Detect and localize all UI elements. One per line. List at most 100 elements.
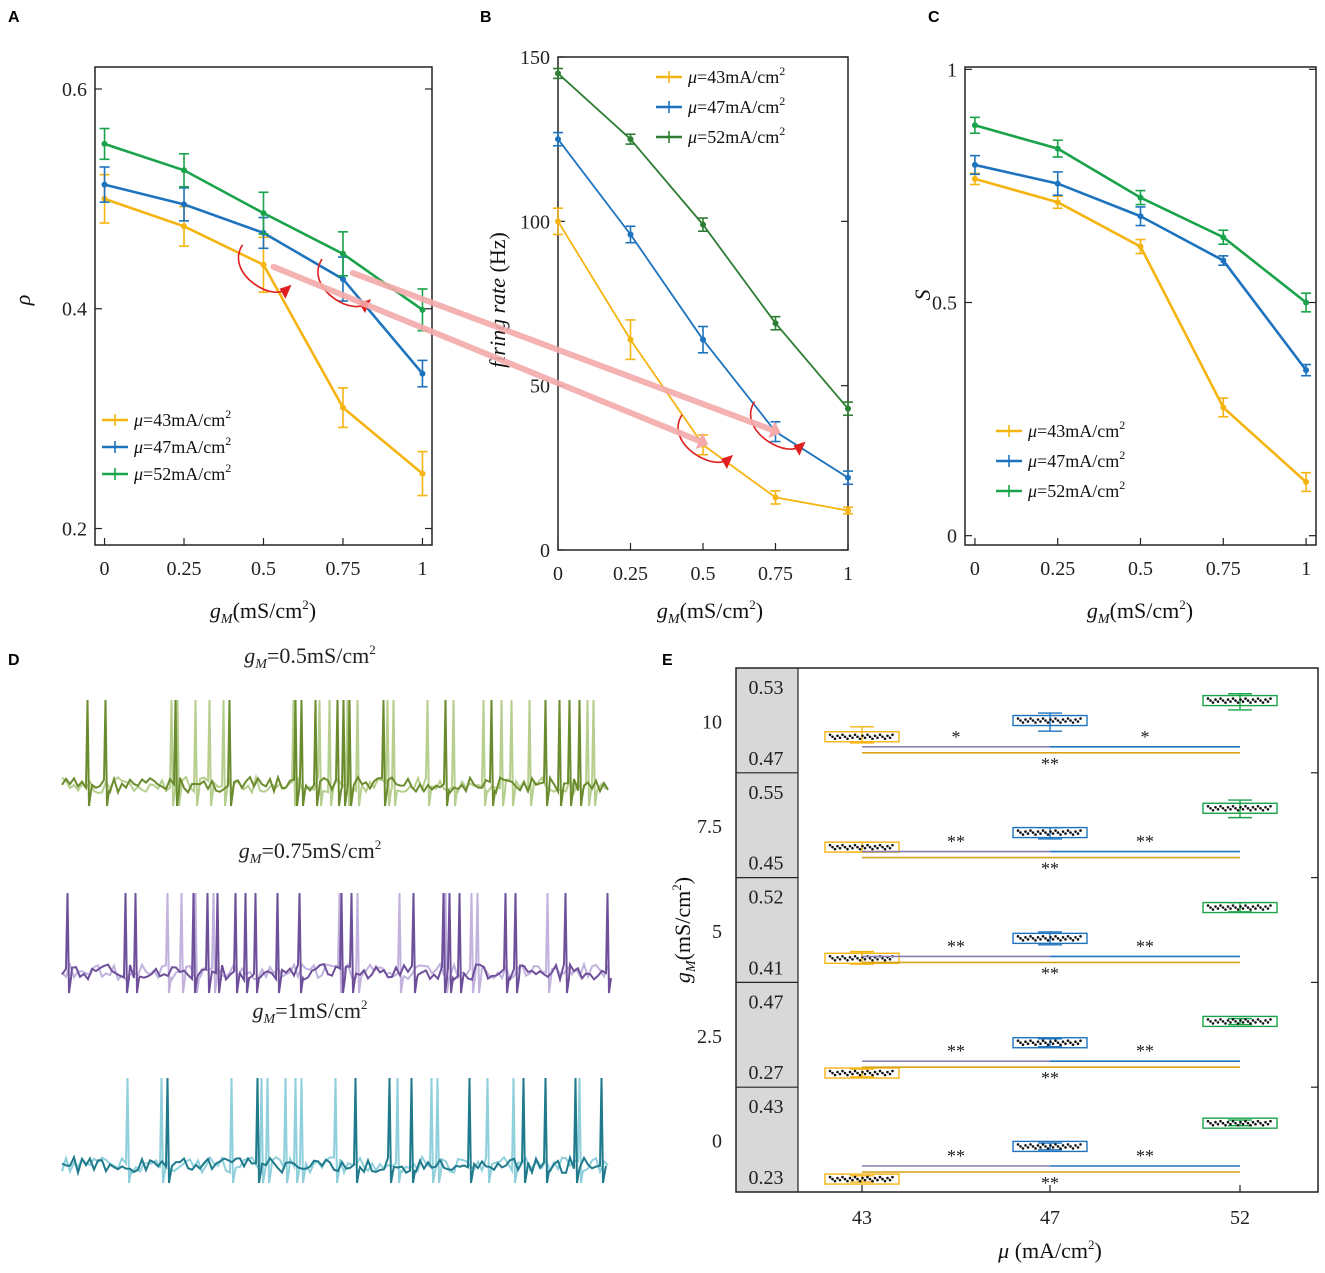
data-point bbox=[772, 494, 779, 501]
data-point bbox=[700, 336, 706, 343]
data-point bbox=[181, 167, 188, 174]
panel-label-b: B bbox=[480, 9, 492, 26]
connector-arrow-2 bbox=[349, 270, 775, 433]
x-tick-label: 0.75 bbox=[325, 558, 360, 580]
box-plot bbox=[1202, 1117, 1278, 1129]
range-strip bbox=[736, 668, 798, 1192]
box-plot bbox=[1202, 1015, 1278, 1028]
sig-stars-43-47: ** bbox=[947, 832, 965, 852]
x-tick-label: 1 bbox=[417, 558, 427, 580]
legend-label-1: μ=47mA/cm2 bbox=[133, 434, 231, 457]
legend-label-1: μ=47mA/cm2 bbox=[687, 94, 785, 117]
significance-brackets bbox=[862, 955, 1240, 964]
y-axis-title: firing rate (Hz) bbox=[485, 232, 510, 368]
series-line-1 bbox=[557, 138, 849, 479]
x-axis-title: μ (mA/cm2) bbox=[997, 1237, 1102, 1263]
series-line-2 bbox=[557, 72, 849, 410]
y-axis-title: ρ bbox=[10, 295, 35, 307]
y-tick-label: 0 bbox=[947, 526, 957, 548]
y-tick-label: 50 bbox=[530, 376, 550, 398]
x-tick-label: 0.75 bbox=[1206, 558, 1241, 580]
data-point bbox=[971, 161, 978, 168]
y-tick-label: 0 bbox=[540, 540, 550, 562]
data-point bbox=[1137, 243, 1144, 250]
data-point bbox=[555, 70, 561, 77]
trace-1-dark bbox=[61, 892, 612, 994]
panel-label-e: E bbox=[662, 652, 673, 669]
connector-arrow-1-head bbox=[695, 432, 709, 450]
trace-title-2: gM=1mS/cm2 bbox=[253, 997, 368, 1027]
data-point bbox=[555, 218, 561, 225]
box-plot bbox=[1012, 1037, 1088, 1049]
sig-stars-43-52: ** bbox=[1041, 1068, 1059, 1088]
data-point bbox=[419, 370, 426, 377]
range-top-label: 0.43 bbox=[749, 1096, 784, 1118]
box-plot bbox=[824, 1067, 900, 1079]
sig-stars-43-47: ** bbox=[947, 1146, 965, 1166]
sig-stars-43-47: ** bbox=[947, 1041, 965, 1061]
panel-d-voltage-traces: gM=0.5mS/cm2 gM=0.75mS/cm2 gM=1mS/cm2 bbox=[61, 642, 612, 1184]
box-plot bbox=[824, 841, 900, 853]
data-point bbox=[1303, 367, 1310, 374]
sig-stars-47-52: ** bbox=[1136, 832, 1154, 852]
x-tick-label: 0.75 bbox=[758, 563, 793, 585]
data-point bbox=[419, 470, 426, 477]
y-tick-label: 0.5 bbox=[932, 293, 957, 315]
legend-label-1: μ=47mA/cm2 bbox=[1027, 448, 1125, 471]
sig-stars-47-52: ** bbox=[1136, 1146, 1154, 1166]
x-tick-label: 0.25 bbox=[613, 563, 648, 585]
x-tick-label: 1 bbox=[1301, 558, 1311, 580]
range-bottom-label: 0.27 bbox=[749, 1062, 784, 1084]
y-tick-label: 0.4 bbox=[62, 299, 87, 321]
data-point bbox=[627, 336, 634, 343]
trace-title-0: gM=0.5mS/cm2 bbox=[244, 642, 375, 672]
range-top-label: 0.47 bbox=[749, 991, 784, 1013]
data-point bbox=[101, 181, 108, 188]
panel-label-c: C bbox=[928, 9, 940, 26]
significance-brackets bbox=[862, 850, 1240, 859]
x-tick-label: 0.25 bbox=[167, 558, 202, 580]
data-point bbox=[1220, 234, 1227, 241]
y-tick-label: 10 bbox=[702, 711, 722, 733]
range-top-label: 0.55 bbox=[749, 782, 784, 804]
x-tick-label: 0.5 bbox=[1128, 558, 1153, 580]
y-tick-label: 150 bbox=[520, 47, 550, 69]
y-axis-title: S bbox=[910, 290, 935, 301]
data-point bbox=[260, 210, 267, 217]
x-tick-label: 0.25 bbox=[1040, 558, 1075, 580]
data-point bbox=[1054, 145, 1061, 152]
legend: μ=43mA/cm2 μ=47mA/cm2 μ=52mA/cm2 bbox=[996, 418, 1125, 501]
y-tick-label: 0 bbox=[712, 1131, 722, 1153]
trace-0-dark bbox=[61, 699, 609, 807]
data-point bbox=[700, 221, 706, 228]
curve-arrow-a-1-head bbox=[279, 284, 292, 299]
range-top-label: 0.52 bbox=[749, 887, 784, 909]
curve-arrow-b-2-head bbox=[793, 441, 806, 456]
legend-label-0: μ=43mA/cm2 bbox=[1027, 418, 1125, 441]
box-plot bbox=[1012, 826, 1088, 840]
x-tick-label: 0.5 bbox=[251, 558, 276, 580]
x-tick-label: 0 bbox=[553, 563, 563, 585]
data-point bbox=[1303, 299, 1310, 306]
plot-frame bbox=[735, 667, 1319, 1193]
data-point bbox=[845, 474, 851, 481]
legend-label-2: μ=52mA/cm2 bbox=[687, 124, 785, 147]
sig-stars-43-52: ** bbox=[1041, 754, 1059, 774]
sig-stars-47-52: ** bbox=[1136, 936, 1154, 956]
panel-connector-arrows bbox=[270, 263, 781, 450]
data-point bbox=[101, 140, 108, 147]
y-tick-label: 1 bbox=[947, 59, 957, 81]
panel-b-firing-rate: 0 0.25 0.5 0.75 1 0 50 100 150 μ=43mA/cm2 μ=47mA/c… bbox=[485, 47, 853, 627]
range-bottom-label: 0.23 bbox=[749, 1167, 784, 1189]
trace-2-light bbox=[61, 1077, 609, 1184]
panel-label-a: A bbox=[8, 9, 20, 26]
plot-frame bbox=[964, 66, 1317, 546]
data-point bbox=[971, 122, 978, 129]
x-tick-label: 52 bbox=[1230, 1207, 1250, 1229]
data-point bbox=[1303, 479, 1310, 486]
y-tick-label: 2.5 bbox=[697, 1026, 722, 1048]
y-tick-label: 100 bbox=[520, 211, 550, 233]
box-plot bbox=[824, 950, 900, 965]
